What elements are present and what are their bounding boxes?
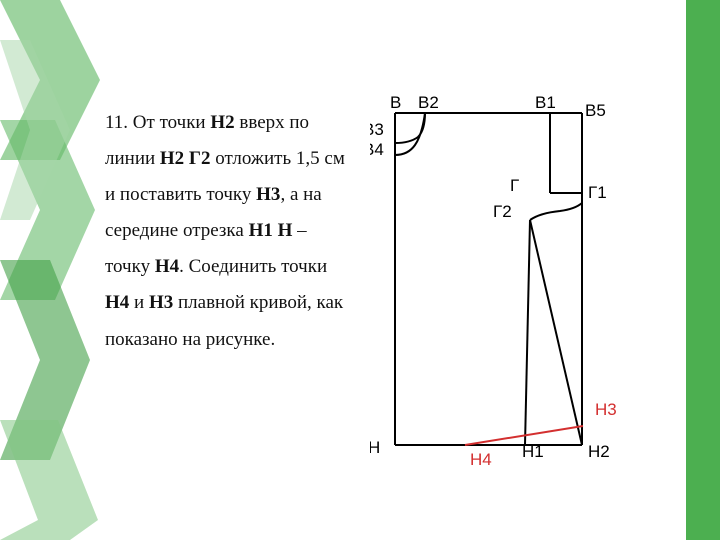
svg-text:Н4: Н4	[470, 450, 492, 469]
decoration-right	[686, 0, 720, 540]
svg-text:Г: Г	[510, 176, 519, 195]
svg-text:В: В	[390, 95, 401, 112]
svg-text:Н: Н	[370, 438, 380, 457]
diagram-svg: В В2 В1 В5 В3В4 Г Г1 Г2 Н Н1 Н2 Н3 Н4	[370, 95, 680, 485]
svg-text:В4: В4	[370, 140, 384, 159]
svg-text:Н1: Н1	[522, 442, 544, 461]
svg-text:Г1: Г1	[588, 183, 607, 202]
svg-text:В2: В2	[418, 95, 439, 112]
svg-text:Г2: Г2	[493, 202, 512, 221]
svg-text:В1: В1	[535, 95, 556, 112]
pattern-diagram: В В2 В1 В5 В3В4 Г Г1 Г2 Н Н1 Н2 Н3 Н4	[370, 95, 680, 485]
step-number: 11.	[105, 112, 128, 133]
instruction-text: 11. От точки Н2 вверх по линии Н2 Г2 отл…	[105, 105, 355, 358]
svg-text:Н3: Н3	[595, 400, 617, 419]
svg-text:Н2: Н2	[588, 442, 610, 461]
decoration-left	[0, 0, 100, 540]
svg-text:В5: В5	[585, 101, 606, 120]
slide: 11. От точки Н2 вверх по линии Н2 Г2 отл…	[0, 0, 720, 540]
chevron-pattern	[0, 0, 100, 540]
svg-text:В3: В3	[370, 120, 384, 139]
